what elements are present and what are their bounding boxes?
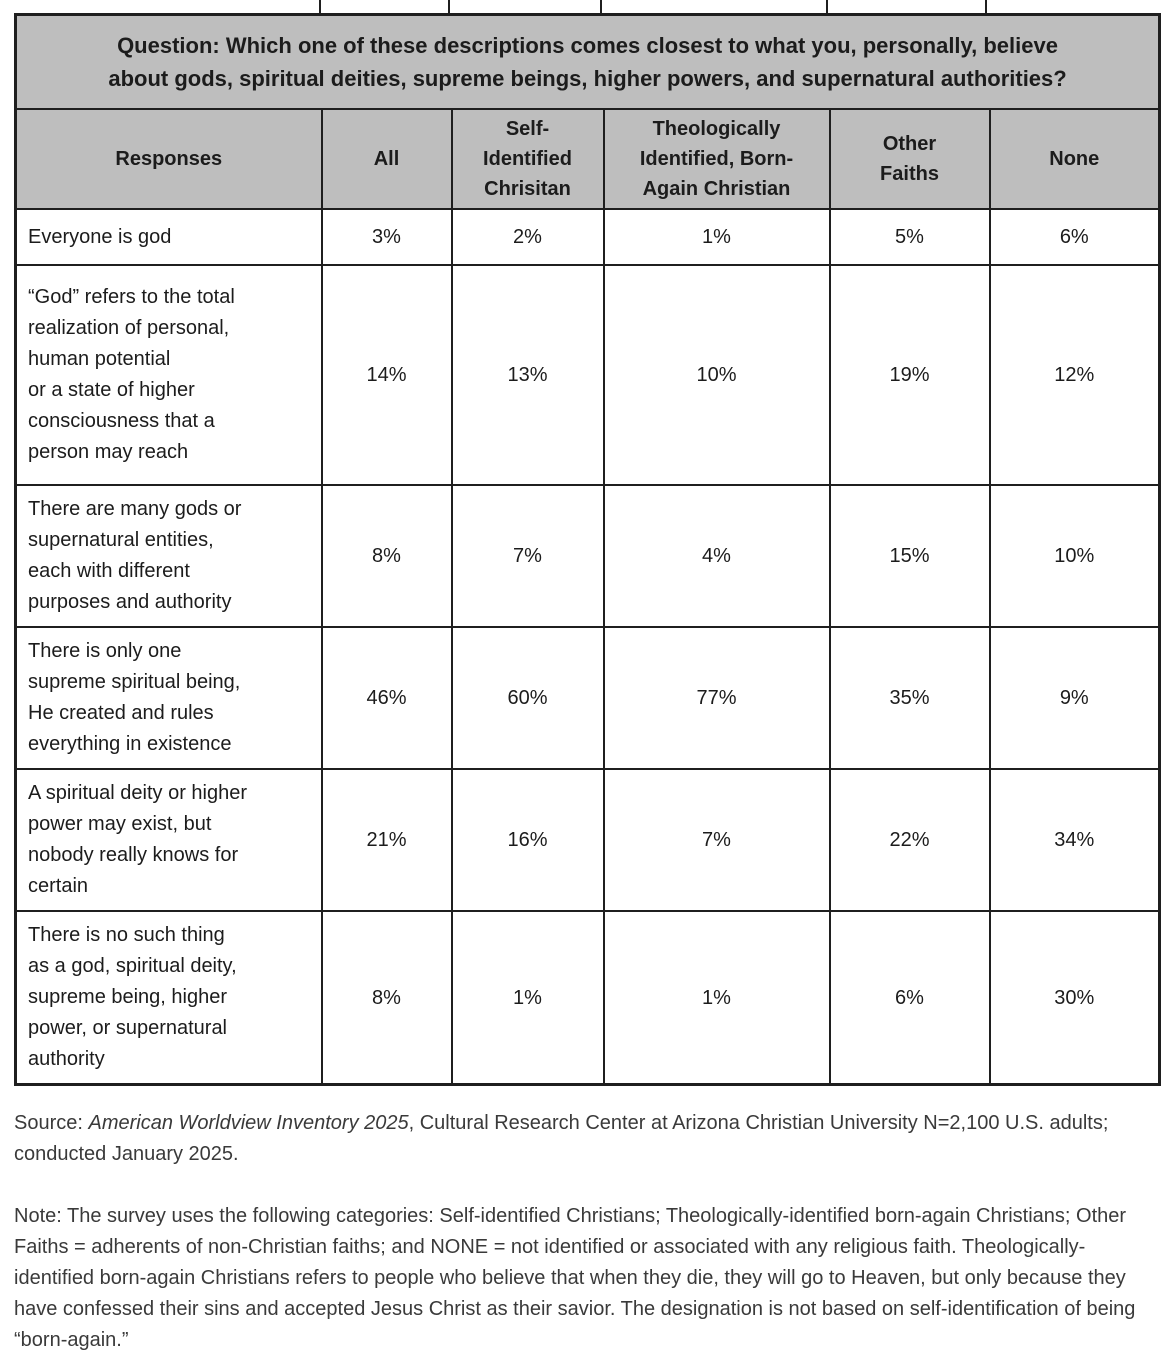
table-row: There is no such thing as a god, spiritu… — [14, 910, 1161, 1086]
value-none: 9% — [988, 626, 1161, 770]
value-self-identified: 13% — [450, 264, 605, 486]
response-label: A spiritual deity or higher power may ex… — [14, 768, 323, 912]
source-publication: American Worldview Inventory 2025 — [88, 1112, 409, 1134]
response-label: There is only one supreme spiritual bein… — [14, 626, 323, 770]
response-label: “God” refers to the total realization of… — [14, 264, 323, 486]
response-label: There are many gods or supernatural enti… — [14, 484, 323, 628]
column-header-self-identified-christian: Self- Identified Chrisitan — [450, 108, 605, 210]
source-prefix: Source: — [14, 1112, 89, 1134]
value-all: 3% — [320, 208, 453, 266]
table-row: There are many gods or supernatural enti… — [14, 484, 1161, 628]
value-all: 46% — [320, 626, 453, 770]
column-header-responses: Responses — [14, 108, 323, 210]
crop-tick — [985, 0, 987, 13]
value-none: 12% — [988, 264, 1161, 486]
column-header-all: All — [320, 108, 453, 210]
table-row: There is only one supreme spiritual bein… — [14, 626, 1161, 770]
column-header-none: None — [988, 108, 1161, 210]
note-paragraph: Note: The survey uses the following cate… — [14, 1205, 1136, 1351]
value-self-identified: 7% — [450, 484, 605, 628]
value-theologically-identified: 10% — [602, 264, 831, 486]
value-none: 34% — [988, 768, 1161, 912]
source-line: Source: American Worldview Inventory 202… — [14, 1108, 1158, 1170]
value-other-faiths: 19% — [828, 264, 991, 486]
source-suffix: , Cultural Research Center at Arizona Ch… — [14, 1112, 1109, 1165]
value-other-faiths: 15% — [828, 484, 991, 628]
value-other-faiths: 6% — [828, 910, 991, 1086]
value-all: 14% — [320, 264, 453, 486]
value-none: 6% — [988, 208, 1161, 266]
value-none: 30% — [988, 910, 1161, 1086]
value-self-identified: 16% — [450, 768, 605, 912]
value-all: 21% — [320, 768, 453, 912]
value-other-faiths: 35% — [828, 626, 991, 770]
column-header-row: Responses All Self- Identified Chrisitan… — [14, 108, 1161, 210]
belief-survey-table: Question: Which one of these description… — [14, 13, 1162, 1086]
table-row: “God” refers to the total realization of… — [14, 264, 1161, 486]
value-all: 8% — [320, 484, 453, 628]
crop-tick — [826, 0, 828, 13]
column-header-theologically-identified: Theologically Identified, Born- Again Ch… — [602, 108, 831, 210]
cropped-table-ticks — [14, 0, 1158, 13]
value-theologically-identified: 7% — [602, 768, 831, 912]
response-label: Everyone is god — [14, 208, 323, 266]
question-row: Question: Which one of these description… — [14, 13, 1161, 110]
value-self-identified: 60% — [450, 626, 605, 770]
response-label: There is no such thing as a god, spiritu… — [14, 910, 323, 1086]
crop-tick — [600, 0, 602, 13]
table-row: Everyone is god 3% 2% 1% 5% 6% — [14, 208, 1161, 266]
table-row: A spiritual deity or higher power may ex… — [14, 768, 1161, 912]
value-none: 10% — [988, 484, 1161, 628]
value-theologically-identified: 1% — [602, 208, 831, 266]
crop-tick — [448, 0, 450, 13]
crop-tick — [319, 0, 321, 13]
question-title: Question: Which one of these description… — [14, 13, 1161, 110]
value-self-identified: 2% — [450, 208, 605, 266]
value-theologically-identified: 77% — [602, 626, 831, 770]
value-all: 8% — [320, 910, 453, 1086]
value-other-faiths: 22% — [828, 768, 991, 912]
value-self-identified: 1% — [450, 910, 605, 1086]
column-header-other-faiths: Other Faiths — [828, 108, 991, 210]
value-other-faiths: 5% — [828, 208, 991, 266]
value-theologically-identified: 1% — [602, 910, 831, 1086]
value-theologically-identified: 4% — [602, 484, 831, 628]
